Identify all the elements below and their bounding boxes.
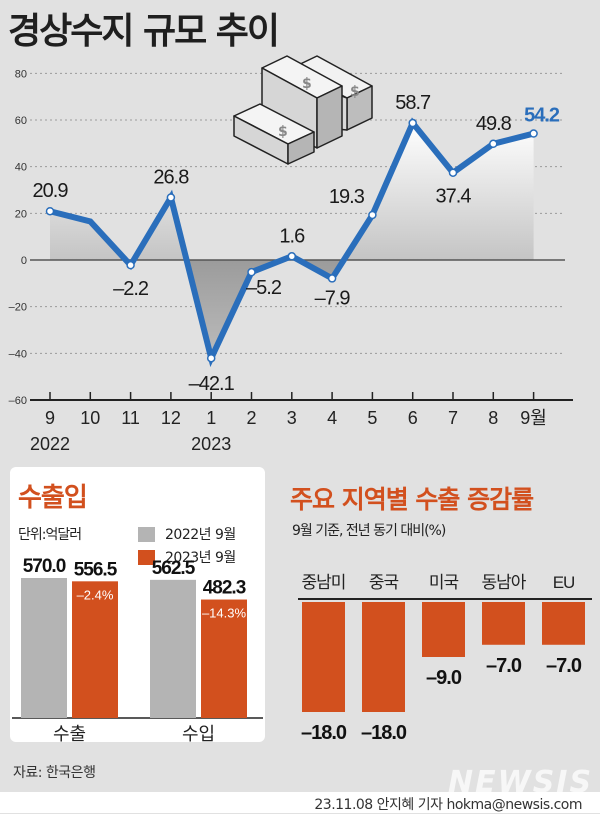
data-point bbox=[247, 267, 256, 277]
data-label: 49.8 bbox=[476, 113, 512, 135]
data-label: –2.2 bbox=[113, 278, 149, 300]
y-tick-label: –60 bbox=[9, 395, 27, 407]
regions-title: 주요 지역별 수출 증감률 bbox=[290, 485, 534, 514]
x-tick-label: 12 bbox=[161, 408, 181, 428]
region-label: EU bbox=[553, 573, 575, 592]
data-label: 58.7 bbox=[395, 92, 431, 114]
region-value-label: –9.0 bbox=[426, 667, 462, 689]
svg-text:$: $ bbox=[350, 84, 360, 100]
year-label: 2022 bbox=[30, 434, 70, 454]
y-tick-label: 0 bbox=[21, 255, 27, 267]
region-bar-chart: 중남미 –18.0 중국 –18.0 미국 –9.0 동남아 –7.0 EU –7.0 bbox=[298, 573, 592, 744]
region-value-label: –7.0 bbox=[486, 655, 522, 677]
legend-2023: 2023년 9월 bbox=[138, 547, 236, 567]
y-tick-label: –40 bbox=[9, 348, 27, 360]
trade-change-label: –14.3% bbox=[202, 606, 247, 621]
trade-value-label: 482.3 bbox=[203, 578, 246, 599]
y-tick-label: 40 bbox=[15, 162, 27, 174]
regions-subtitle: 9월 기준, 전년 동기 대비(%) bbox=[292, 523, 446, 539]
x-tick-label: 4 bbox=[327, 408, 337, 428]
data-point bbox=[287, 252, 297, 261]
data-point bbox=[126, 260, 135, 270]
data-label: –7.9 bbox=[315, 287, 351, 309]
data-point bbox=[448, 168, 458, 177]
x-tick-label: 2 bbox=[246, 408, 256, 428]
trade-panel: 수출입 단위:억달러 2022년 9월 2023년 9월 570.0 556.5 –… bbox=[10, 467, 265, 742]
x-tick-label: 10 bbox=[80, 408, 100, 428]
trade-bar bbox=[21, 578, 67, 718]
legend-label: 2023년 9월 bbox=[165, 550, 236, 566]
trade-bar-chart: 570.0 556.5 –2.4% 수출 562.5 482.3 –14.3% 수입 bbox=[12, 556, 263, 742]
x-tick-label: 7 bbox=[448, 408, 458, 428]
region-label: 미국 bbox=[429, 573, 459, 592]
data-point bbox=[206, 353, 216, 363]
region-bar bbox=[482, 602, 525, 645]
credit-line: 23.11.08 안지혜 기자 hokma@newsis.com bbox=[314, 797, 582, 813]
trade-value-label: 556.5 bbox=[74, 559, 118, 580]
x-tick-label: 1 bbox=[206, 408, 216, 428]
data-point bbox=[408, 118, 417, 128]
page-title: 경상수지 규모 추이 bbox=[8, 11, 280, 52]
trade-bar bbox=[72, 581, 118, 718]
region-value-label: –18.0 bbox=[301, 722, 347, 744]
money-stack-icon: $ $ $ bbox=[233, 55, 373, 165]
x-tick-label: 9 bbox=[45, 408, 55, 428]
trade-value-label: 570.0 bbox=[23, 556, 66, 577]
region-label: 동남아 bbox=[482, 573, 527, 592]
legend-swatch-orange bbox=[138, 549, 155, 565]
x-tick-label: 6 bbox=[408, 408, 418, 428]
data-label: 37.4 bbox=[436, 186, 472, 208]
trade-title: 수출입 bbox=[18, 483, 88, 513]
legend-swatch-gray bbox=[138, 526, 155, 542]
legend-label: 2022년 9월 bbox=[165, 527, 236, 543]
year-label: 2023 bbox=[191, 434, 231, 454]
legend-2022: 2022년 9월 bbox=[138, 524, 236, 544]
data-label: –42.1 bbox=[189, 373, 235, 395]
trade-bar bbox=[201, 599, 247, 718]
data-point bbox=[529, 129, 538, 138]
source-note: 자료: 한국은행 bbox=[13, 765, 96, 781]
data-label: 20.9 bbox=[33, 180, 69, 202]
region-bar bbox=[542, 602, 585, 645]
data-point bbox=[45, 206, 55, 216]
y-tick-label: 20 bbox=[15, 208, 27, 220]
data-label: –5.2 bbox=[246, 277, 282, 299]
y-tick-label: 80 bbox=[15, 68, 27, 80]
svg-text:$: $ bbox=[278, 124, 288, 140]
region-bar bbox=[362, 602, 405, 712]
region-bar bbox=[302, 602, 345, 712]
svg-text:$: $ bbox=[302, 76, 312, 92]
data-label: 1.6 bbox=[279, 225, 305, 247]
trade-change-label: –2.4% bbox=[77, 587, 114, 602]
data-point bbox=[166, 193, 176, 202]
region-bar bbox=[422, 602, 465, 657]
trade-unit: 단위:억달러 bbox=[18, 527, 82, 543]
footer-bar bbox=[0, 792, 600, 813]
data-point bbox=[489, 139, 498, 149]
x-tick-label: 9월 bbox=[520, 408, 547, 428]
y-tick-label: 60 bbox=[15, 115, 27, 127]
x-tick-label: 11 bbox=[121, 408, 140, 428]
trade-category-label: 수입 bbox=[182, 724, 215, 742]
data-label: 26.8 bbox=[153, 166, 189, 188]
y-tick-label: –20 bbox=[9, 302, 27, 314]
data-label: 54.2 bbox=[524, 105, 560, 127]
region-value-label: –7.0 bbox=[546, 655, 582, 677]
data-point bbox=[368, 210, 377, 220]
region-value-label: –18.0 bbox=[361, 722, 407, 744]
data-point bbox=[327, 274, 337, 283]
x-tick-label: 5 bbox=[367, 408, 377, 428]
trade-value-label: 562.5 bbox=[152, 558, 196, 579]
trade-category-label: 수출 bbox=[53, 724, 86, 742]
region-label: 중남미 bbox=[302, 573, 346, 592]
x-tick-label: 3 bbox=[287, 408, 297, 428]
trade-bar bbox=[150, 579, 196, 718]
data-label: 19.3 bbox=[329, 186, 365, 208]
x-tick-label: 8 bbox=[488, 408, 498, 428]
region-label: 중국 bbox=[369, 573, 399, 592]
